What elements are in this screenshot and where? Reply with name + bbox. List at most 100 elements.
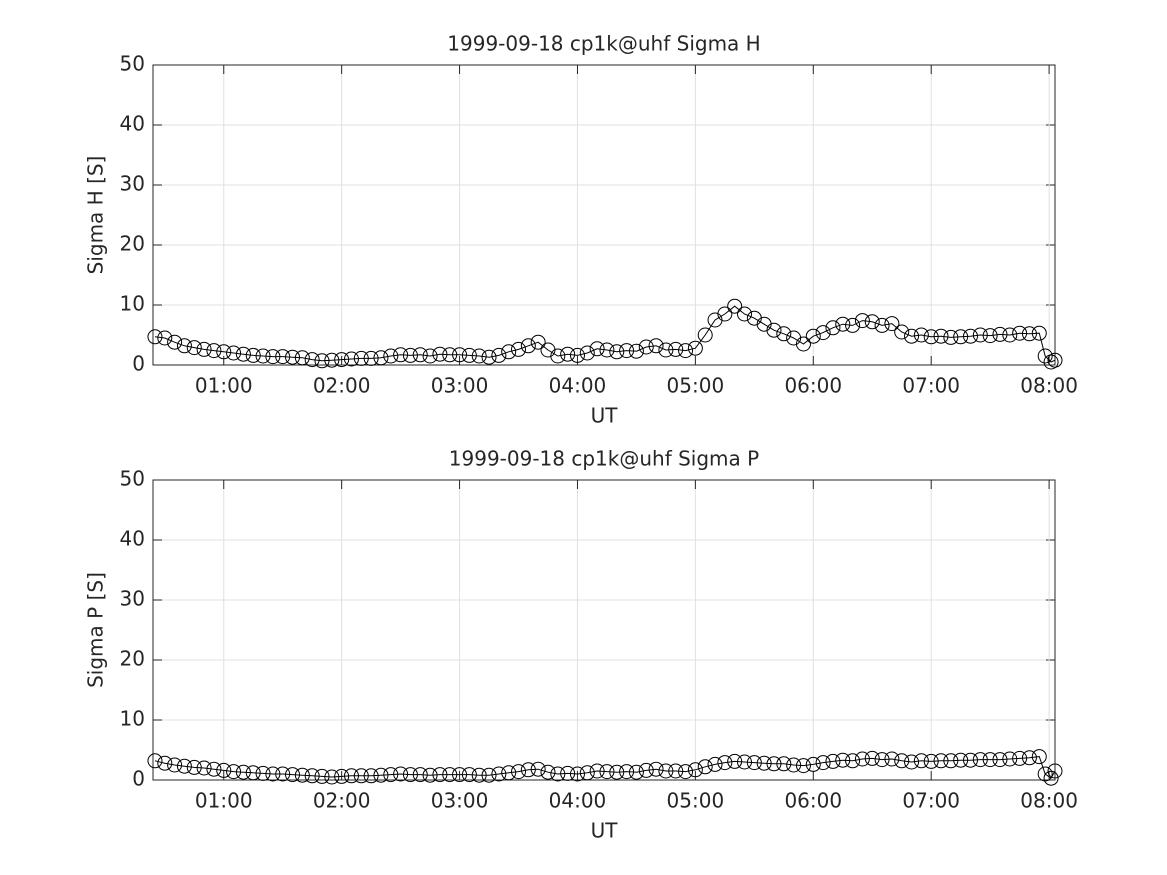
data-marker [707,756,723,772]
data-marker [481,767,497,783]
data-marker [511,764,527,780]
data-marker [825,753,841,769]
data-marker [471,767,487,783]
data-marker [461,767,477,783]
data-marker [285,349,301,365]
data-marker [471,348,487,364]
y-tick-label: 40 [120,527,145,551]
data-marker [579,765,595,781]
data-marker [904,328,920,344]
y-tick-label: 0 [132,767,145,791]
data-marker [530,334,546,350]
data-marker [491,766,507,782]
data-marker [285,767,301,783]
data-marker [727,298,743,314]
data-marker [913,327,929,343]
data-marker [609,764,625,780]
data-marker [442,347,458,363]
data-marker [235,346,251,362]
data-marker [1021,750,1037,766]
data-marker [481,349,497,365]
data-marker [874,752,890,768]
data-marker [363,350,379,366]
data-marker [1021,326,1037,342]
data-marker [1012,325,1028,341]
data-marker [206,761,222,777]
data-marker [638,762,654,778]
data-marker [442,767,458,783]
data-marker [815,325,831,341]
x-tick-label: 03:00 [431,374,489,398]
data-marker [314,768,330,784]
data-marker [589,341,605,357]
data-marker [933,328,949,344]
x-axis-label: UT [591,819,619,843]
y-tick-label: 50 [120,467,145,491]
data-marker [343,768,359,784]
data-marker [854,751,870,767]
data-marker [196,341,212,357]
data-marker [157,755,173,771]
x-tick-label: 08:00 [1020,789,1078,813]
data-marker [854,313,870,329]
x-tick-label: 08:00 [1020,374,1078,398]
data-marker [432,346,448,362]
data-marker [599,342,615,358]
data-marker [746,755,762,771]
data-marker [560,346,576,362]
data-marker [402,347,418,363]
data-marker [324,769,340,785]
data-marker [402,767,418,783]
data-marker [884,751,900,767]
data-marker [1037,348,1053,364]
data-marker [383,348,399,364]
data-marker [953,329,969,345]
data-marker [589,763,605,779]
data-marker [314,353,330,369]
data-marker [962,328,978,344]
data-marker [815,755,831,771]
data-marker [216,344,232,360]
data-marker [186,340,202,356]
data-marker [255,765,271,781]
data-marker [962,752,978,768]
y-tick-label: 20 [120,232,145,256]
data-marker [461,347,477,363]
data-marker [343,351,359,367]
data-marker [992,752,1008,768]
data-marker [727,753,743,769]
data-marker [982,328,998,344]
x-tick-label: 03:00 [431,789,489,813]
data-marker [393,347,409,363]
data-marker [501,344,517,360]
y-tick-label: 30 [120,172,145,196]
x-tick-label: 04:00 [549,789,607,813]
data-marker [393,766,409,782]
data-marker [874,317,890,333]
data-marker [638,339,654,355]
data-marker [795,336,811,352]
y-tick-label: 50 [120,52,145,76]
y-tick-label: 20 [120,647,145,671]
data-marker [737,306,753,322]
data-marker [894,324,910,340]
data-marker [167,334,183,350]
axes-frame [152,64,1056,366]
data-marker [894,753,910,769]
data-marker [373,350,389,366]
data-marker [1002,751,1018,767]
x-tick-label: 06:00 [784,789,842,813]
data-marker [383,767,399,783]
data-marker [294,350,310,366]
y-tick-label: 10 [120,292,145,316]
axes-frame [152,479,1056,781]
data-marker [560,765,576,781]
data-marker [186,759,202,775]
data-marker [864,314,880,330]
data-marker [923,753,939,769]
data-marker [530,761,546,777]
x-tick-label: 07:00 [902,374,960,398]
data-marker [1047,763,1063,779]
x-tick-label: 02:00 [313,374,371,398]
